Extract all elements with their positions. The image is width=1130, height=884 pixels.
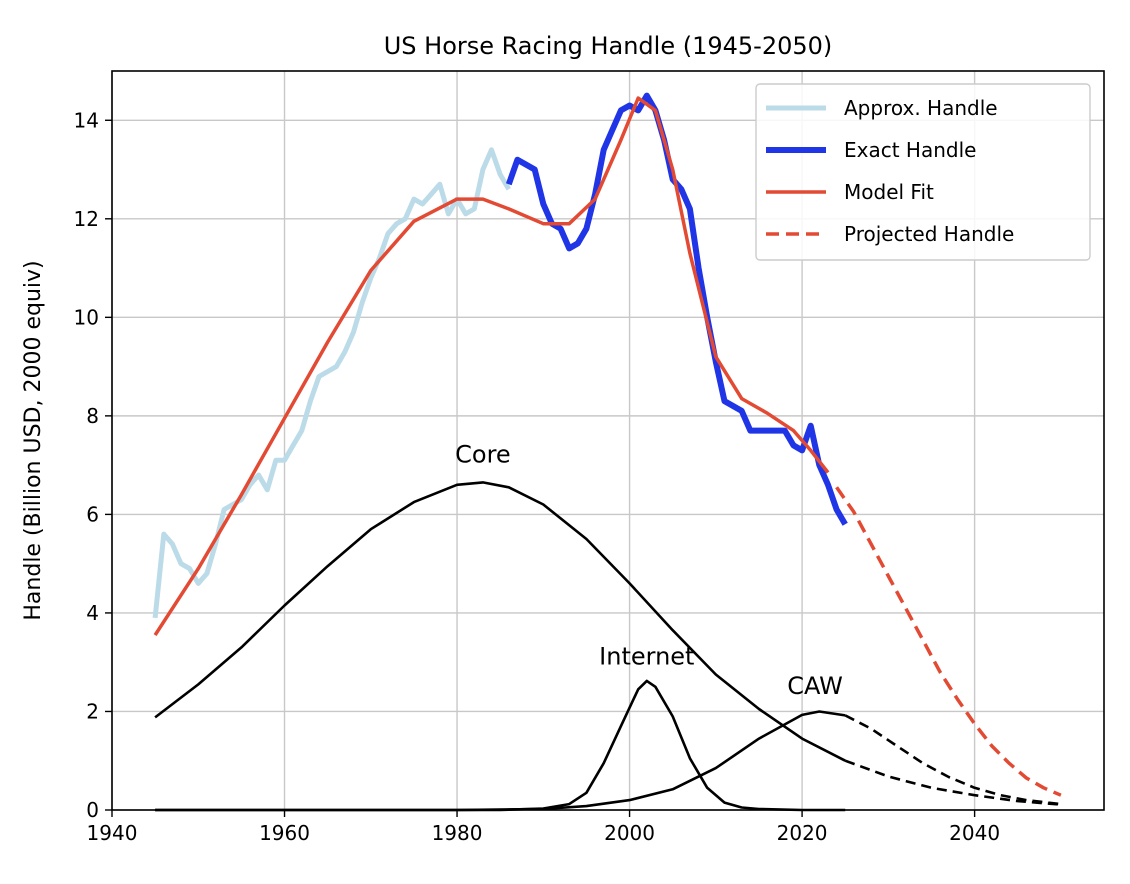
y-tick-label: 4 [86,601,99,625]
legend-box [755,83,1091,261]
legend-label: Projected Handle [844,222,1014,246]
y-tick-label: 8 [86,404,99,428]
y-tick-label: 12 [74,207,99,231]
series-core-projected [844,759,1062,806]
y-axis-label: Handle (Billion USD, 2000 equiv) [21,260,46,620]
series-caw-projected [844,714,1062,806]
annotations: Core Internet CAW [455,441,843,701]
series-internet [155,679,846,812]
axes-frame [111,70,1105,811]
x-tick-label: 2040 [949,821,1000,845]
series-approx-handle [152,147,511,619]
y-tick-label: 10 [74,305,99,329]
y-tick-label: 0 [86,798,99,822]
annotation-internet: Internet [599,643,694,671]
legend-label: Approx. Handle [844,96,998,120]
x-tick-label: 2020 [777,821,828,845]
chart-title: US Horse Racing Handle (1945-2050) [384,32,833,60]
y-tick-label: 14 [74,108,99,132]
series-core [154,481,846,762]
x-tick-label: 1940 [87,821,138,845]
y-tick-label: 6 [86,502,99,526]
series-projected-handle [835,486,1062,797]
legend-label: Exact Handle [844,138,976,162]
x-tick-label: 1960 [259,821,310,845]
series-model-fit [153,96,830,637]
legend-label: Model Fit [844,180,934,204]
annotation-caw: CAW [787,672,843,700]
y-tick-label: 2 [86,699,99,723]
ticks: 1940 1960 1980 2000 2020 2040 0 2 4 6 8 10 12 14 [74,108,1001,845]
x-tick-label: 1980 [432,821,483,845]
annotation-core: Core [455,441,511,469]
x-tick-label: 2000 [604,821,655,845]
legend: Approx. Handle Exact Handle Model Fit Proje… [755,83,1091,261]
